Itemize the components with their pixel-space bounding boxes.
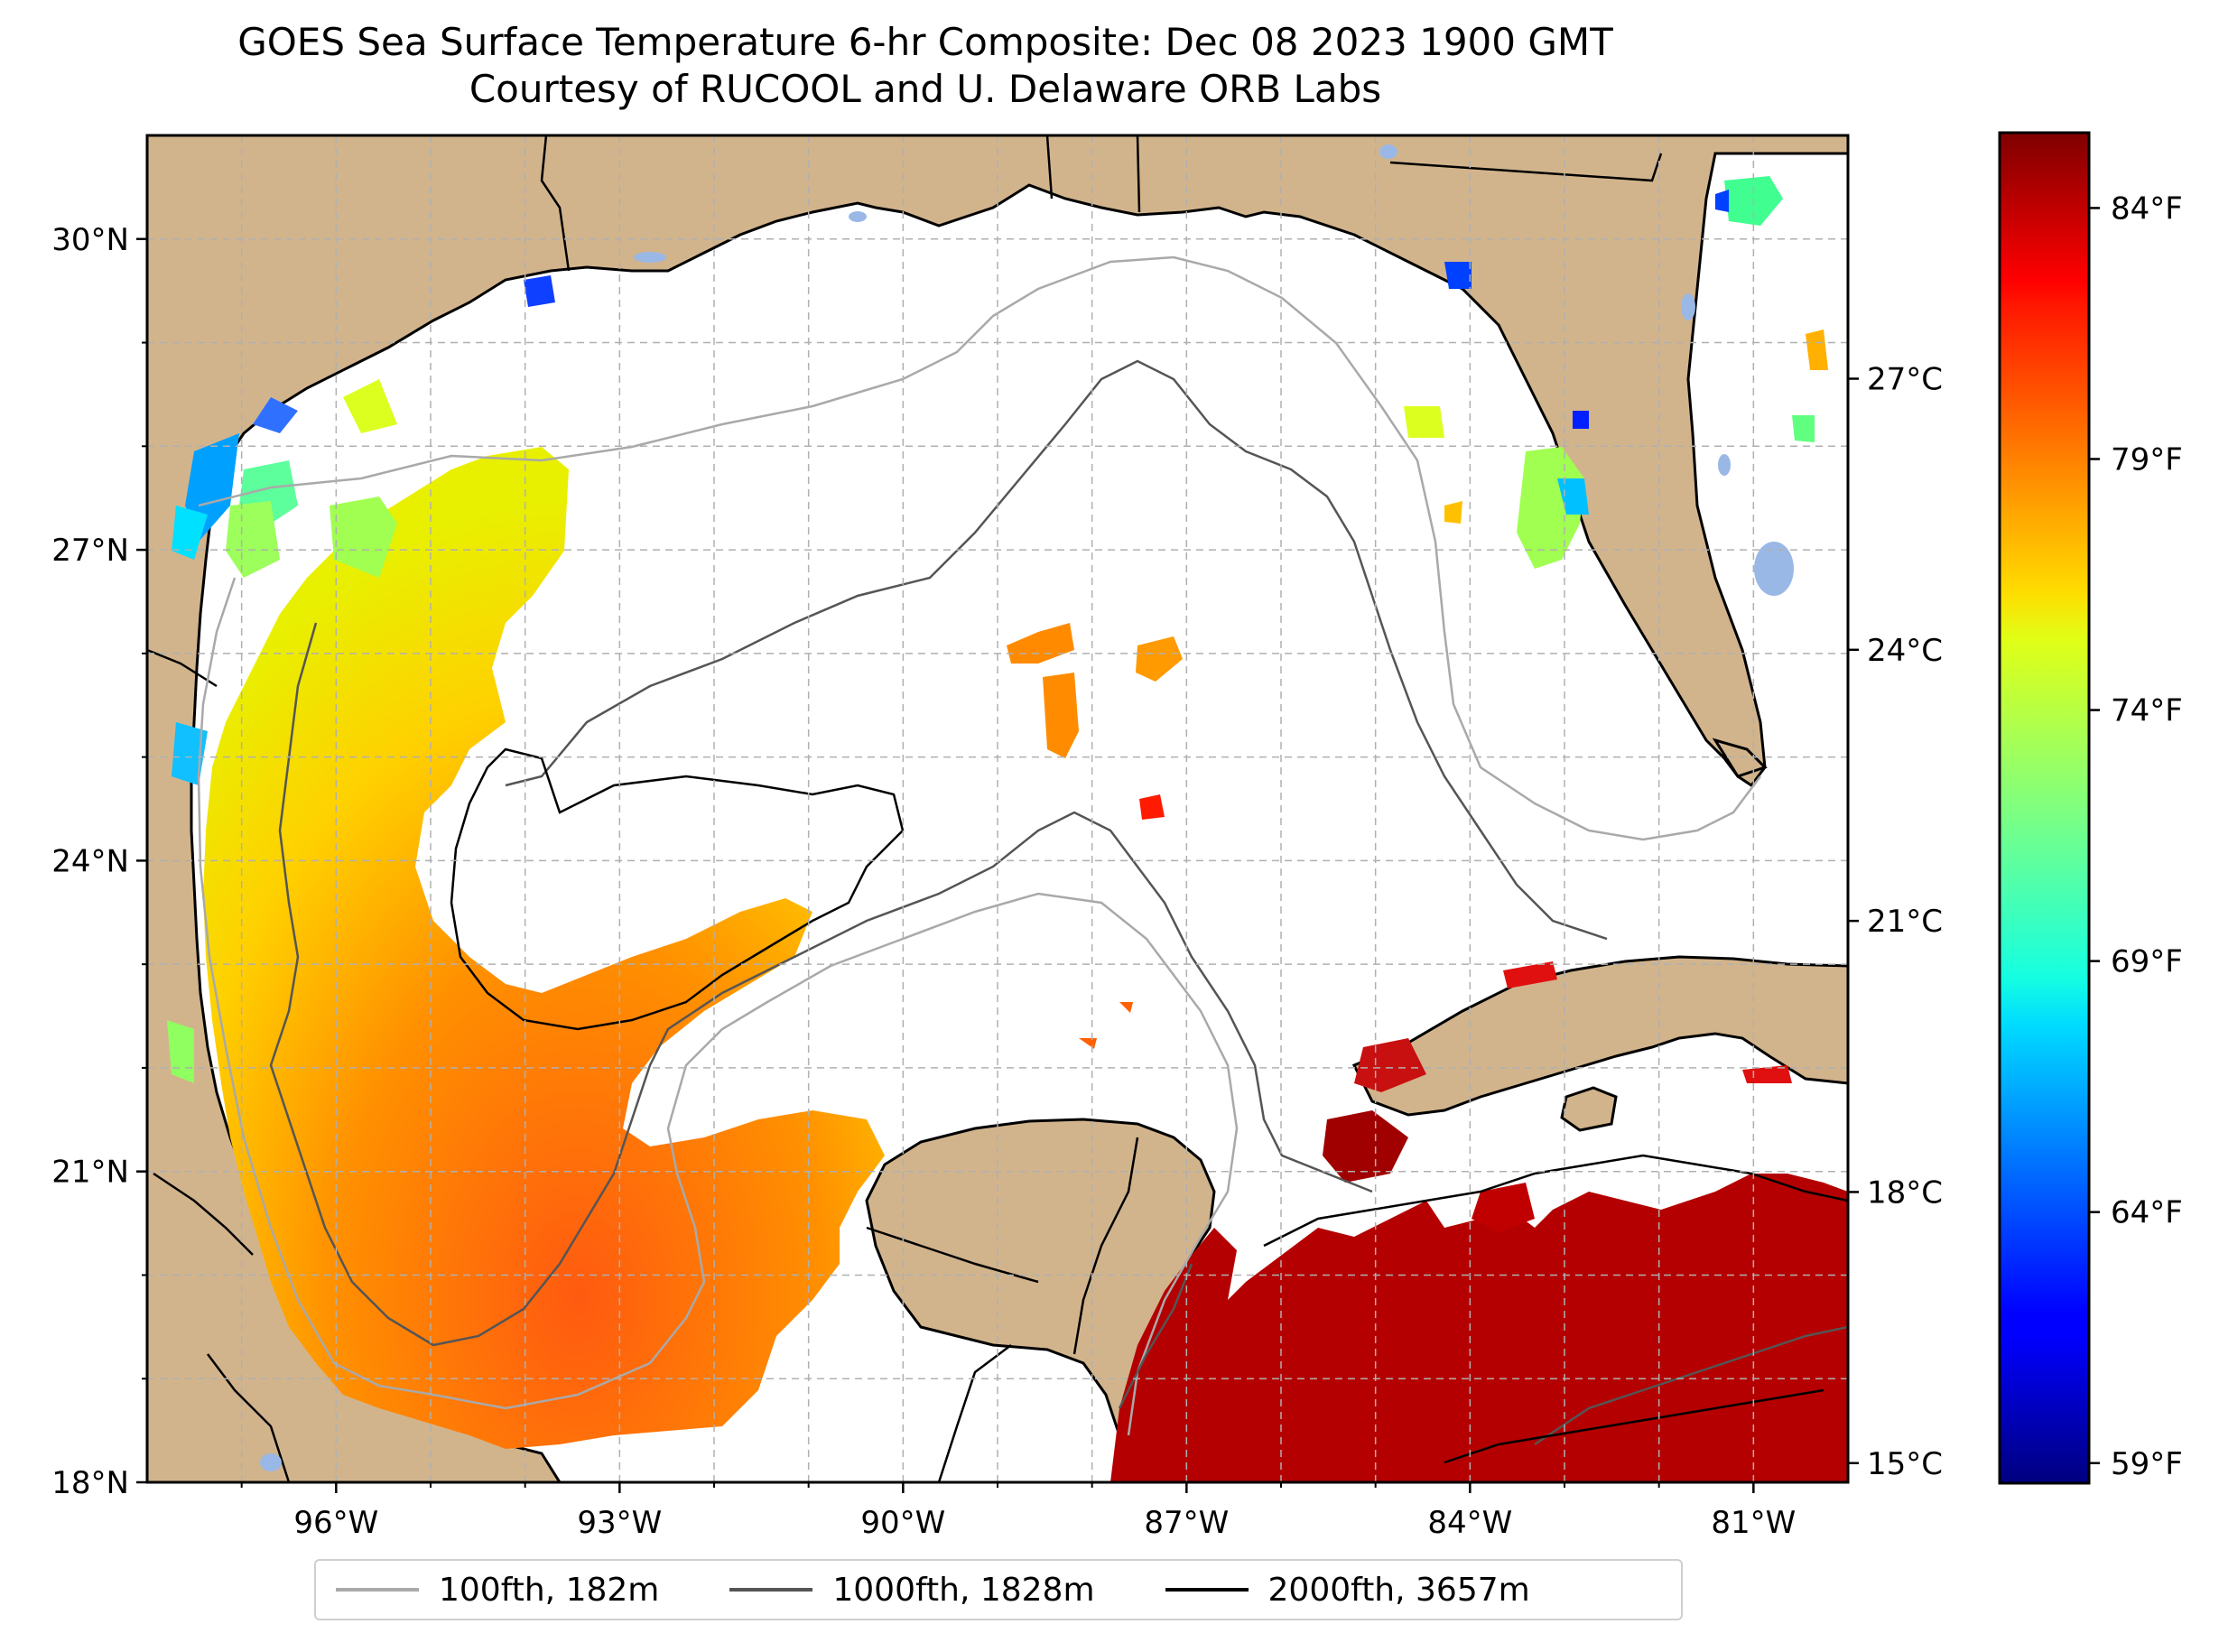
colorbar <box>1998 131 2091 1485</box>
legend-label: 1000fth, 1828m <box>832 1571 1095 1609</box>
contour-2000fth <box>450 747 1848 1464</box>
sst-patch <box>1136 636 1183 682</box>
sst-caribbean <box>1110 1174 1848 1482</box>
sst-patch <box>1323 1110 1408 1183</box>
colorbar-f-label: 64°F <box>2111 1195 2183 1231</box>
sst-patch <box>1573 411 1589 429</box>
sst-patch <box>1043 673 1079 758</box>
sst-patch <box>1742 1065 1792 1083</box>
colorbar-f-label: 74°F <box>2111 693 2183 729</box>
gridlines <box>147 135 1848 1482</box>
sst-patch <box>330 497 397 578</box>
colorbar-ticks: 59°F 64°F 69°F 74°F 79°F 84°F 15°C 18°C 21°C 24°C… <box>1848 190 2183 1482</box>
legend-entry-1000fth: 1000fth, 1828m <box>729 1571 1095 1609</box>
lat-axis: 30°N 27°N 24°N 21°N 18°N <box>51 222 147 1501</box>
colorbar-c-label: 15°C <box>1867 1446 1943 1482</box>
lon-tick-label: 84°W <box>1427 1505 1512 1541</box>
lat-tick-label: 24°N <box>51 843 129 879</box>
legend-label: 2000fth, 3657m <box>1267 1571 1530 1609</box>
colorbar-f-label: 79°F <box>2111 441 2183 478</box>
state-borders <box>147 135 1663 1482</box>
sst-patch <box>1354 1038 1426 1092</box>
sst-patch <box>1444 501 1462 524</box>
sst-patch <box>343 379 397 433</box>
legend: 100fth, 182m 1000fth, 1828m 2000fth, 365… <box>314 1559 1683 1620</box>
lat-tick-label: 18°N <box>51 1465 129 1501</box>
sst-patch <box>1792 415 1815 442</box>
sst-patch <box>1503 961 1557 988</box>
figure-subtitle: Courtesy of RUCOOL and U. Delaware ORB L… <box>469 67 1382 111</box>
map-area <box>147 135 1848 1482</box>
sst-patch <box>524 275 555 307</box>
lon-tick-label: 93°W <box>577 1505 662 1541</box>
sst-patch <box>1806 329 1828 370</box>
colorbar-c-label: 21°C <box>1867 904 1943 940</box>
sst-patch <box>1444 262 1472 289</box>
inland-water <box>260 144 1794 1471</box>
sst-patch <box>1715 190 1729 212</box>
contour-1000fth <box>269 359 1848 1446</box>
legend-label: 100fth, 182m <box>439 1571 660 1609</box>
lon-tick-label: 90°W <box>860 1505 945 1541</box>
colorbar-f-label: 69°F <box>2111 944 2183 980</box>
sst-patch <box>1404 406 1444 438</box>
legend-swatch-100fth <box>336 1588 419 1592</box>
colorbar-f-label: 84°F <box>2111 190 2183 227</box>
lon-tick-label: 96°W <box>293 1505 378 1541</box>
sst-patch <box>1139 794 1165 820</box>
colorbar-f-label: 59°F <box>2111 1446 2183 1482</box>
sst-patch <box>172 506 208 560</box>
legend-swatch-1000fth <box>729 1588 813 1592</box>
contour-100fth <box>197 255 1761 1436</box>
lat-tick-label: 30°N <box>51 222 129 258</box>
lat-tick-label: 21°N <box>51 1155 129 1191</box>
legend-entry-100fth: 100fth, 182m <box>336 1572 659 1609</box>
lon-axis: 96°W 93°W 90°W 87°W 84°W 81°W <box>240 1482 1796 1541</box>
bathymetry-contours <box>197 255 1848 1464</box>
lon-tick-label: 87°W <box>1144 1505 1229 1541</box>
lon-tick-label: 81°W <box>1711 1505 1796 1541</box>
legend-swatch-2000fth <box>1165 1588 1249 1592</box>
sst-patch <box>1472 1183 1535 1232</box>
sst-patch <box>226 501 280 578</box>
lat-tick-label: 27°N <box>51 533 129 569</box>
sst-patch <box>1119 1002 1133 1013</box>
legend-entry-2000fth: 2000fth, 3657m <box>1165 1572 1530 1609</box>
figure-title: GOES Sea Surface Temperature 6-hr Compos… <box>237 20 1613 64</box>
sst-patch <box>253 397 298 433</box>
colorbar-c-label: 18°C <box>1867 1174 1943 1211</box>
colorbar-c-label: 27°C <box>1867 362 1943 398</box>
colorbar-c-label: 24°C <box>1867 633 1943 669</box>
sst-patch <box>1517 447 1584 569</box>
